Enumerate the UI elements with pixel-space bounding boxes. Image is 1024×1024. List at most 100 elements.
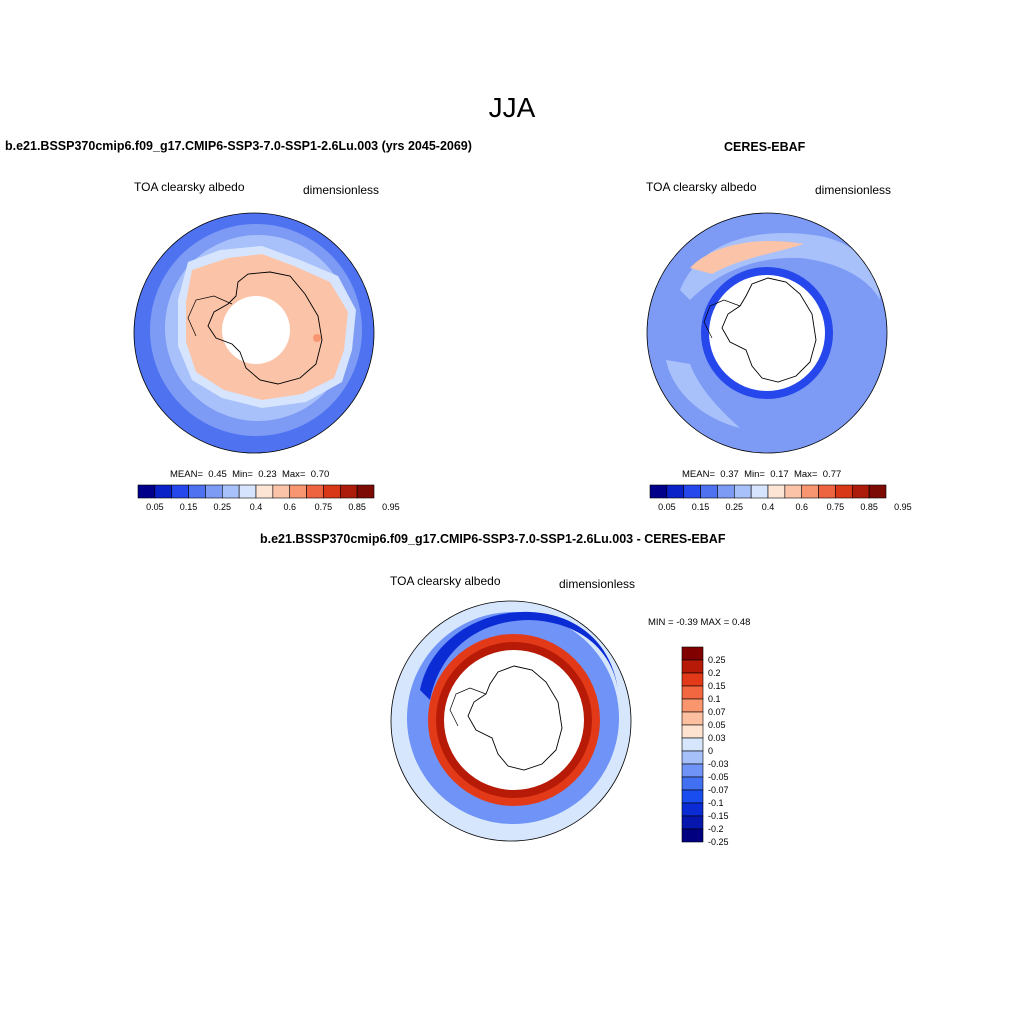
panel-2-colorbar-swatch xyxy=(818,484,836,499)
panel-2-colorbar-tick-label: 0.05 xyxy=(658,502,676,512)
panel-3-colorbar-swatch xyxy=(681,815,704,830)
panel-2-colorbar-swatch xyxy=(700,484,718,499)
panel-1-coastline xyxy=(207,271,323,385)
panel-1-colorbar-swatch xyxy=(289,484,307,499)
panel-1-colorbar-swatch xyxy=(238,484,257,499)
panel-3-colorbar-swatch xyxy=(681,828,704,843)
panel-1-colorbar-tick-label: 0.25 xyxy=(214,502,232,512)
panel-2-min: 0.17 xyxy=(770,469,789,480)
panel-2-max-label: Max= xyxy=(793,469,818,480)
panel-3-colorbar-tick-label: -0.1 xyxy=(708,798,724,808)
panel-2-mean-label: MEAN= xyxy=(682,469,715,480)
panel-3-colorbar-swatch xyxy=(681,659,704,674)
panel-3-colorbar-swatch xyxy=(681,737,704,752)
panel-1-missing-center xyxy=(222,296,290,364)
panel-2-colorbar-swatch xyxy=(649,484,668,499)
panel-1-colorbar-swatch xyxy=(339,484,358,499)
panel-3-colorbar: 0.25 0.2 0.15 0.1 0.07 0.05 0.03 0 -0.03 -0.05 -0.… xyxy=(681,646,729,847)
panel-3-colorbar-swatch xyxy=(681,724,704,739)
panel-2-colorbar-tick-label: 0.15 xyxy=(692,502,710,512)
panel-2-stats: MEAN= 0.37 Min= 0.17 Max= 0.77 xyxy=(682,469,841,480)
panel-2-colorbar: 0.05 0.15 0.25 0.4 0.6 0.75 0.85 0.95 xyxy=(649,484,912,512)
panel-3-peninsula xyxy=(449,687,487,727)
panel-1-colorbar-tick-label: 0.15 xyxy=(180,502,198,512)
panel-3-coastline xyxy=(467,665,563,771)
panel-2-colorbar-tick-label: 0.75 xyxy=(827,502,845,512)
panel-1-mean-label: MEAN= xyxy=(170,469,203,480)
panel-3-colorbar-swatch xyxy=(681,802,704,817)
panel-1-map xyxy=(133,212,375,454)
panel-3-colorbar-swatch xyxy=(681,750,704,765)
panel-1-units: dimensionless xyxy=(303,183,380,197)
panel-3-variable: TOA clearsky albedo xyxy=(390,574,501,588)
panel-3-map xyxy=(390,600,632,842)
panel-1-max: 0.70 xyxy=(310,469,330,480)
panel-1-colorbar-swatch xyxy=(221,484,240,499)
panel-1-peninsula xyxy=(187,295,233,337)
panel-2-colorbar-swatch xyxy=(784,484,803,499)
panel-3-band-b xyxy=(420,611,618,700)
panel-1-colorbar-swatch xyxy=(255,484,274,499)
panel-2-missing-center xyxy=(709,275,825,391)
panel-3-colorbar-tick-label: 0.03 xyxy=(708,733,726,743)
panel-1-colorbar-swatch xyxy=(323,484,341,499)
panel-1-colorbar-tick-label: 0.05 xyxy=(146,502,164,512)
panel-1-max-label: Max= xyxy=(281,469,306,480)
panel-2-colorbar-swatch xyxy=(717,484,735,499)
panel-2-coastline xyxy=(721,277,817,383)
panel-3-missing-center xyxy=(444,650,584,790)
panel-2-map xyxy=(646,212,888,454)
panel-3-colorbar-swatch xyxy=(681,672,704,687)
panel-3-units: dimensionless xyxy=(559,577,636,591)
panel-2-colorbar-swatch xyxy=(835,484,853,499)
panel-3-colorbar-swatch xyxy=(681,685,704,700)
panel-2-colorbar-swatch xyxy=(733,484,752,499)
panel-2-colorbar-tick-label: 0.85 xyxy=(860,502,878,512)
panel-1-spot xyxy=(313,334,321,342)
panel-1-min-label: Min= xyxy=(232,469,253,480)
panel-1-colorbar-swatch xyxy=(205,484,223,499)
panel-1-mean: 0.45 xyxy=(208,469,227,480)
panel-1-colorbar: 0.05 0.15 0.25 0.4 0.6 0.75 0.85 0.95 xyxy=(137,484,400,512)
panel-2-title: CERES-EBAF xyxy=(724,140,806,154)
panel-3-colorbar-tick-label: -0.2 xyxy=(708,824,724,834)
panel-2-band-c xyxy=(666,360,740,428)
panel-3-colorbar-tick-label: -0.05 xyxy=(708,772,729,782)
panel-2-colorbar-swatch xyxy=(767,484,786,499)
panel-1-min: 0.23 xyxy=(258,469,277,480)
page-title: JJA xyxy=(488,92,536,123)
panel-1-colorbar-swatch xyxy=(171,484,189,499)
panel-2-colorbar-tick-label: 0.4 xyxy=(762,502,775,512)
panel-1-colorbar-tick-label: 0.75 xyxy=(315,502,333,512)
panel-1-stats: MEAN= 0.45 Min= 0.23 Max= 0.70 xyxy=(170,469,329,480)
panel-2-colorbar-tick-label: 0.6 xyxy=(795,502,808,512)
panel-1-colorbar-swatch xyxy=(356,484,375,499)
panel-1-colorbar-swatch xyxy=(154,484,173,499)
panel-1-colorbar-swatch xyxy=(137,484,156,499)
panel-3-map-border xyxy=(390,600,632,842)
panel-2-mean: 0.37 xyxy=(720,469,739,480)
panel-3-colorbar-tick-label: 0.2 xyxy=(708,668,721,678)
panel-3-colorbar-tick-label: 0.15 xyxy=(708,681,726,691)
panel-3-colorbar-swatch xyxy=(681,763,704,778)
panel-1-colorbar-swatch xyxy=(188,484,206,499)
panel-2-max: 0.77 xyxy=(822,469,842,480)
panel-2-units: dimensionless xyxy=(815,183,892,197)
panel-1-colorbar-tick-label: 0.6 xyxy=(283,502,296,512)
panel-3-range: MIN = -0.39 MAX = 0.48 xyxy=(648,617,751,628)
panel-2-colorbar-swatch xyxy=(683,484,701,499)
panel-1-colorbar-swatch xyxy=(272,484,291,499)
panel-3-colorbar-tick-label: 0.1 xyxy=(708,694,721,704)
panel-2-colorbar-swatch xyxy=(750,484,769,499)
panel-2-colorbar-swatch xyxy=(801,484,819,499)
panel-2-band-b xyxy=(690,241,804,274)
panel-3-colorbar-tick-label: -0.03 xyxy=(708,759,729,769)
panel-3-colorbar-swatch xyxy=(681,789,704,804)
panel-1-variable: TOA clearsky albedo xyxy=(134,180,245,194)
panel-3-colorbar-tick-label: 0.07 xyxy=(708,707,726,717)
panel-3-colorbar-tick-label: 0.25 xyxy=(708,655,726,665)
panel-3-colorbar-swatch xyxy=(681,776,704,791)
panel-2-colorbar-swatch xyxy=(851,484,870,499)
panel-2-colorbar-tick-label: 0.25 xyxy=(726,502,744,512)
panel-1-colorbar-tick-label: 0.4 xyxy=(250,502,263,512)
